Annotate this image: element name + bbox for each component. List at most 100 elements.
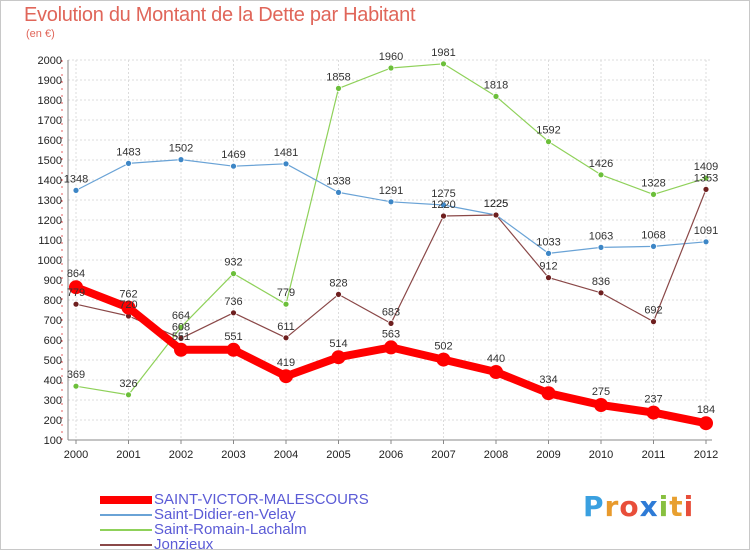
data-point-saint-didier-en-velay bbox=[335, 188, 342, 196]
data-point-saint-victor-malescours bbox=[279, 369, 293, 384]
data-label-saint-didier-en-velay: 1068 bbox=[641, 229, 665, 241]
data-point-saint-didier-en-velay bbox=[387, 198, 395, 206]
data-point-jonzieux bbox=[440, 212, 447, 220]
data-label-saint-romain-lachalm: 1409 bbox=[694, 161, 718, 173]
data-label-jonzieux: 692 bbox=[644, 305, 662, 317]
x-tick-label: 2005 bbox=[326, 449, 350, 461]
y-tick-label: 700 bbox=[44, 315, 62, 327]
legend-label: SAINT-VICTOR-MALESCOURS bbox=[154, 491, 369, 508]
data-label-saint-victor-malescours: 762 bbox=[119, 289, 137, 301]
data-label-jonzieux: 1353 bbox=[694, 172, 718, 184]
chart-title: Evolution du Montant de la Dette par Hab… bbox=[24, 4, 416, 26]
logo-letter: P bbox=[583, 490, 605, 523]
x-tick-label: 2004 bbox=[274, 449, 298, 461]
data-point-saint-romain-lachalm bbox=[597, 171, 605, 179]
x-tick-label: 2003 bbox=[221, 449, 245, 461]
logo-letter: t bbox=[669, 490, 684, 523]
data-label-saint-victor-malescours: 551 bbox=[172, 331, 190, 343]
proxiti-logo: Proxiti bbox=[583, 490, 694, 523]
data-label-saint-victor-malescours: 864 bbox=[67, 268, 85, 280]
data-point-saint-didier-en-velay bbox=[230, 162, 237, 170]
y-tick-label: 1700 bbox=[38, 115, 62, 127]
x-tick-label: 2012 bbox=[694, 449, 718, 461]
data-label-saint-romain-lachalm: 369 bbox=[67, 369, 85, 381]
data-point-saint-didier-en-velay bbox=[545, 249, 552, 257]
data-label-saint-didier-en-velay: 1481 bbox=[274, 147, 298, 159]
data-label-saint-didier-en-velay: 1483 bbox=[116, 146, 140, 158]
y-tick-label: 500 bbox=[44, 355, 62, 367]
y-tick-label: 1300 bbox=[38, 195, 62, 207]
data-point-saint-romain-lachalm bbox=[545, 138, 552, 146]
data-label-jonzieux: 608 bbox=[172, 321, 190, 333]
data-label-saint-victor-malescours: 551 bbox=[224, 331, 242, 343]
logo-letter: o bbox=[619, 490, 640, 523]
data-point-saint-didier-en-velay bbox=[440, 201, 447, 209]
data-point-saint-didier-en-velay bbox=[282, 160, 290, 168]
data-label-jonzieux: 912 bbox=[539, 261, 557, 273]
legend-swatch bbox=[100, 529, 152, 531]
y-tick-label: 400 bbox=[44, 375, 62, 387]
legend-swatch bbox=[100, 514, 152, 516]
data-label-saint-didier-en-velay: 1502 bbox=[169, 143, 193, 155]
y-tick-label: 1600 bbox=[38, 135, 62, 147]
data-label-saint-victor-malescours: 563 bbox=[382, 328, 400, 340]
data-label-saint-victor-malescours: 502 bbox=[434, 341, 452, 353]
data-label-saint-didier-en-velay: 1469 bbox=[221, 149, 245, 161]
x-tick-label: 2002 bbox=[169, 449, 193, 461]
data-label-jonzieux: 836 bbox=[592, 276, 610, 288]
y-tick-label: 900 bbox=[44, 275, 62, 287]
data-point-saint-romain-lachalm bbox=[72, 382, 80, 390]
data-label-jonzieux: 779 bbox=[67, 287, 85, 299]
data-label-saint-didier-en-velay: 1338 bbox=[326, 175, 350, 187]
data-label-saint-victor-malescours: 419 bbox=[277, 357, 295, 369]
data-point-saint-didier-en-velay bbox=[72, 186, 80, 194]
data-label-saint-victor-malescours: 440 bbox=[487, 353, 505, 365]
data-label-saint-romain-lachalm: 664 bbox=[172, 310, 190, 322]
plot-area bbox=[68, 60, 712, 440]
data-point-saint-romain-lachalm bbox=[282, 300, 290, 308]
data-label-saint-didier-en-velay: 1348 bbox=[64, 173, 88, 185]
data-label-saint-romain-lachalm: 1328 bbox=[641, 177, 665, 189]
legend-label: Saint-Didier-en-Velay bbox=[154, 506, 296, 523]
data-point-jonzieux bbox=[282, 334, 290, 342]
data-point-saint-romain-lachalm bbox=[702, 174, 710, 182]
data-label-saint-romain-lachalm: 1858 bbox=[326, 71, 350, 83]
logo-letter: x bbox=[639, 490, 659, 523]
x-tick-label: 2011 bbox=[642, 449, 666, 461]
data-label-saint-victor-malescours: 334 bbox=[539, 374, 557, 386]
data-label-saint-didier-en-velay: 1033 bbox=[536, 236, 560, 248]
x-tick-label: 2006 bbox=[379, 449, 403, 461]
y-tick-label: 1400 bbox=[38, 175, 62, 187]
data-label-jonzieux: 828 bbox=[329, 277, 347, 289]
x-tick-label: 2010 bbox=[589, 449, 613, 461]
data-label-jonzieux: 611 bbox=[277, 321, 295, 333]
data-label-saint-didier-en-velay: 1225 bbox=[484, 198, 508, 210]
data-label-jonzieux: 1220 bbox=[431, 199, 455, 211]
data-label-saint-romain-lachalm: 1960 bbox=[379, 51, 403, 63]
data-point-saint-victor-malescours bbox=[174, 342, 188, 357]
data-point-saint-romain-lachalm bbox=[125, 391, 132, 399]
x-tick-label: 2008 bbox=[484, 449, 508, 461]
data-label-saint-romain-lachalm: 326 bbox=[119, 378, 137, 390]
data-point-saint-victor-malescours bbox=[436, 352, 451, 367]
data-point-jonzieux bbox=[650, 318, 657, 326]
data-point-saint-romain-lachalm bbox=[650, 190, 657, 198]
data-point-jonzieux bbox=[545, 274, 552, 282]
data-label-saint-victor-malescours: 237 bbox=[644, 394, 662, 406]
data-point-jonzieux bbox=[387, 319, 395, 327]
y-tick-label: 1200 bbox=[38, 215, 62, 227]
data-label-saint-didier-en-velay: 1291 bbox=[379, 185, 403, 197]
y-tick-label: 2000 bbox=[38, 55, 62, 67]
data-label-saint-romain-lachalm: 1818 bbox=[484, 79, 508, 91]
x-tick-label: 2001 bbox=[116, 449, 140, 461]
legend-swatch bbox=[100, 544, 152, 546]
data-point-saint-didier-en-velay bbox=[650, 242, 657, 250]
chart-subtitle: (en €) bbox=[26, 28, 55, 40]
data-point-saint-victor-malescours bbox=[226, 342, 241, 357]
logo-letter: i bbox=[658, 490, 670, 523]
x-tick-label: 2009 bbox=[536, 449, 560, 461]
data-point-saint-romain-lachalm bbox=[387, 64, 395, 72]
x-tick-label: 2000 bbox=[64, 449, 88, 461]
y-tick-label: 1100 bbox=[38, 235, 62, 247]
